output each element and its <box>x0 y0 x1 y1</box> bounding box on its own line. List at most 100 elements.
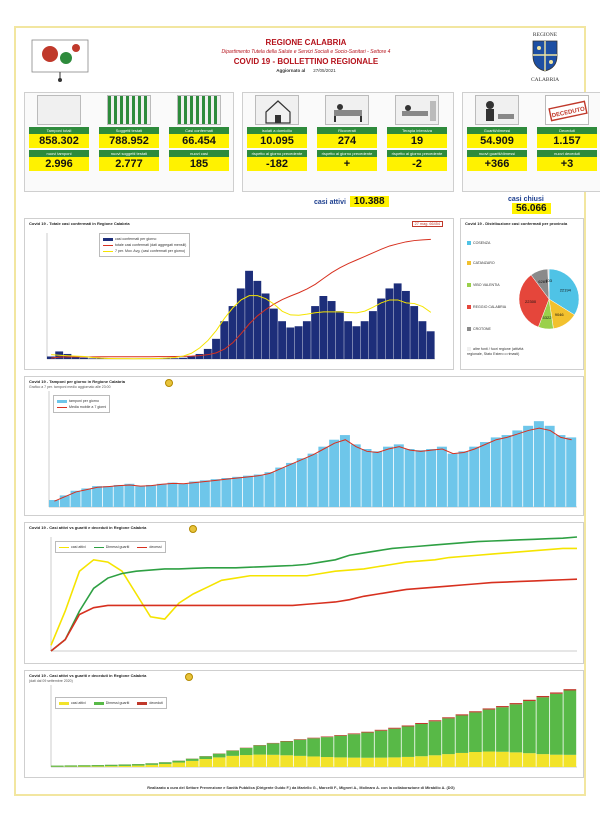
active-segment <box>158 763 172 767</box>
active-segment <box>266 754 280 767</box>
chart-legend: casi attivi Dimessi guariti deceduti <box>55 697 167 709</box>
daily-bar <box>377 298 386 359</box>
active-cases-line <box>50 547 577 646</box>
active-segment <box>550 754 563 767</box>
active-segment <box>118 765 132 767</box>
active-segment <box>401 756 415 767</box>
active-segment <box>226 755 240 767</box>
kpi-tamponi: Tamponi totali 858.302 nuovi tamponi 2.9… <box>27 93 91 189</box>
pie-label: 9046 <box>555 312 565 317</box>
deceased-stamp-icon: DECEDUTO <box>545 95 589 125</box>
daily-bar <box>88 358 97 359</box>
kpi-value: 54.909 <box>467 134 527 148</box>
confirmed-chart <box>46 233 435 360</box>
virus-logo <box>30 34 90 84</box>
panel-title: Covid 19 - Tamponi per giorno in Regione… <box>29 379 125 384</box>
daily-bar <box>47 356 55 359</box>
tests-bar <box>329 439 340 507</box>
legend-item: Dimessi guariti <box>93 544 129 550</box>
recovered-segment <box>334 735 347 758</box>
active-segment <box>239 755 253 767</box>
active-segment <box>374 757 388 767</box>
active-segment <box>415 756 428 767</box>
kpi-group-active: isolati a domicilio 10.095 rispetto al g… <box>242 92 454 192</box>
tests-bar <box>318 446 329 507</box>
tests-bar <box>339 435 350 507</box>
daily-bar <box>162 358 171 359</box>
deaths-segment <box>523 699 536 702</box>
total-badge: 27 mag. 66454 <box>411 221 443 227</box>
daily-bar <box>80 357 88 359</box>
deaths-segment <box>415 722 428 725</box>
panel-tests: Covid 19 - Tamponi per giorno in Regione… <box>24 376 584 516</box>
tests-bar <box>566 437 577 507</box>
deaths-segment <box>469 711 482 713</box>
recovered-segment <box>172 760 186 763</box>
tests-bar <box>210 479 221 507</box>
recovered-segment <box>77 765 91 767</box>
tests-bar <box>178 483 189 507</box>
panel-title: Covid 19 - Casi attivi vs guariti e dece… <box>29 525 147 530</box>
active-segment <box>496 751 509 767</box>
tests-bar <box>221 478 232 507</box>
kpi-value: 788.952 <box>99 134 159 148</box>
tests-bar <box>135 486 146 507</box>
chart-legend: tamponi per giorno Media mobile a 7 gior… <box>53 395 111 413</box>
active-segment <box>536 754 550 767</box>
panel-stacked: Covid 19 - Casi attivi vs guariti e dece… <box>24 670 584 778</box>
active-segment <box>347 757 361 767</box>
daily-bar <box>311 306 320 359</box>
daily-bar <box>179 357 187 359</box>
legend-item: 7 per. Mov. Avg. (casi confermati per gi… <box>103 248 186 254</box>
tests-bar <box>264 472 275 507</box>
daily-bar <box>294 326 303 359</box>
daily-bar <box>212 338 220 359</box>
kpi-value: 858.302 <box>29 134 89 148</box>
tests-bar <box>70 490 81 507</box>
deaths-segment <box>320 736 334 738</box>
tests-bar <box>145 484 156 507</box>
tests-bar <box>469 446 480 507</box>
legend-item: decessi <box>137 544 162 550</box>
recovered-segment <box>455 715 469 753</box>
daily-bar <box>385 288 394 359</box>
tests-bar <box>286 462 297 507</box>
tests-bar <box>296 458 307 507</box>
kpi-value: 19 <box>387 134 447 148</box>
daily-bar <box>393 283 402 359</box>
recovered-segment <box>361 732 374 758</box>
tests-average-line <box>54 427 572 502</box>
active-segment <box>91 766 105 767</box>
moving-average-line <box>51 295 432 360</box>
kpi-group-closed: Guariti/dimessi 54.909 nuovi guariti/dim… <box>462 92 600 192</box>
panel-badge-icon <box>185 673 193 681</box>
panel-subtitle: (dati dal 09 settembre 2020) <box>29 679 73 683</box>
daily-bar <box>228 306 237 359</box>
casi-attivi-total: casi attivi 10.388 <box>314 196 389 207</box>
tests-bar <box>199 480 210 507</box>
virus-microscope-icon <box>31 39 89 82</box>
kpi-delta: +366 <box>467 157 527 171</box>
daily-bar <box>253 280 262 359</box>
recovered-segment <box>253 745 266 755</box>
active-segment <box>469 752 482 767</box>
deaths-segment <box>482 708 496 710</box>
deaths-segment <box>293 739 307 740</box>
tests-bar <box>124 483 135 507</box>
updated-date: 27/05/2021 <box>313 68 336 73</box>
recovered-segment <box>563 690 577 755</box>
deaths-segment <box>428 720 442 722</box>
tests-bar <box>555 435 566 507</box>
daily-bar <box>71 356 80 359</box>
kpi-delta: 2.777 <box>99 157 159 171</box>
footer-credits: Realizzato a cura del Settore Prevenzion… <box>147 786 455 790</box>
chart-legend: casi confermati per giorno totale casi c… <box>99 233 191 257</box>
tests-bar <box>361 449 372 507</box>
tests-chart <box>48 391 577 508</box>
department-title: Dipartimento Tutela della Salute e Servi… <box>221 49 391 55</box>
province-label: CROTONE <box>467 327 491 331</box>
header: REGIONE CALABRIA Dipartimento Tutela del… <box>16 28 584 88</box>
recovered-segment <box>469 712 482 753</box>
daily-bar <box>360 321 369 359</box>
